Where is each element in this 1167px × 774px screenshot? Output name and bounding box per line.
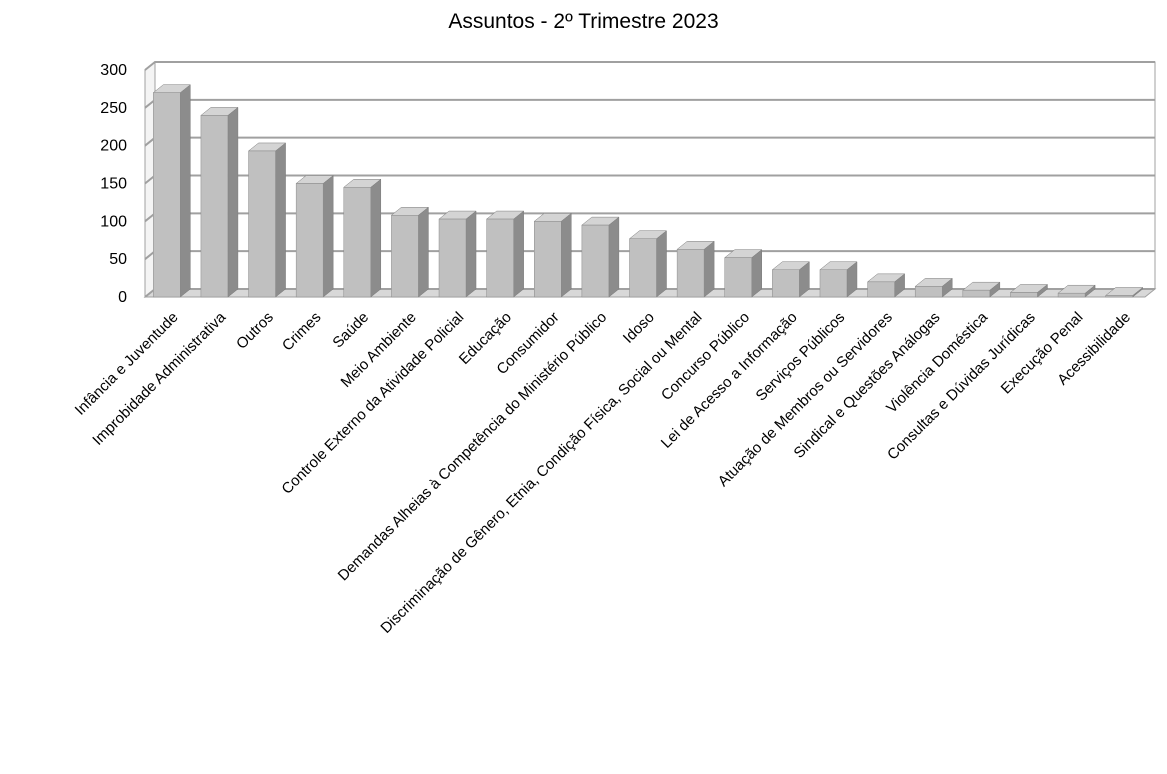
bar	[819, 269, 848, 298]
bar-side	[227, 106, 239, 298]
bar-side	[418, 206, 429, 298]
bar	[153, 92, 181, 298]
bar	[676, 249, 705, 298]
bar-side	[180, 84, 191, 298]
bar-side	[608, 216, 620, 298]
bar-side	[513, 210, 524, 298]
bar	[534, 221, 562, 298]
bar-side	[656, 230, 667, 298]
bar-side	[465, 210, 477, 298]
bar-side	[275, 142, 286, 298]
y-tick-label: 150	[100, 176, 127, 193]
y-tick-label: 250	[100, 100, 127, 117]
x-category-label: Saúde	[329, 309, 372, 352]
bar	[581, 224, 610, 298]
x-category-label: Serviços Públicos	[753, 309, 849, 405]
y-tick-label: 50	[109, 251, 127, 268]
bar	[1105, 295, 1133, 298]
bar	[724, 257, 752, 298]
bar-side	[322, 174, 334, 298]
bar	[772, 269, 800, 298]
y-tick-label: 200	[100, 138, 127, 155]
y-tick-label: 300	[100, 62, 127, 79]
bar-side	[370, 178, 382, 298]
bar	[914, 286, 943, 298]
y-tick-label: 0	[118, 289, 127, 306]
bar	[391, 215, 419, 298]
bar	[962, 289, 991, 298]
bar	[1057, 292, 1086, 298]
x-category-label: Crimes	[279, 309, 325, 355]
bar	[438, 218, 467, 298]
x-category-label: Outros	[233, 309, 277, 353]
chart-title: Assuntos - 2º Trimestre 2023	[448, 10, 719, 33]
x-category-label: Atuação de Membros ou Servidores	[715, 309, 896, 490]
bar	[343, 187, 372, 298]
bar-side	[561, 212, 572, 298]
bar	[629, 238, 657, 298]
x-category-label: Concurso Público	[658, 309, 753, 404]
gridline	[144, 61, 1155, 71]
x-category-label: Execução Penal	[998, 309, 1087, 398]
y-tick-label: 100	[100, 213, 127, 230]
bar	[1010, 292, 1038, 298]
bar	[867, 281, 895, 298]
bar	[295, 183, 324, 298]
bar	[200, 115, 229, 298]
bar	[486, 218, 514, 298]
bar	[248, 150, 276, 298]
bar-side	[703, 240, 715, 298]
x-category-label: Idoso	[620, 309, 658, 347]
